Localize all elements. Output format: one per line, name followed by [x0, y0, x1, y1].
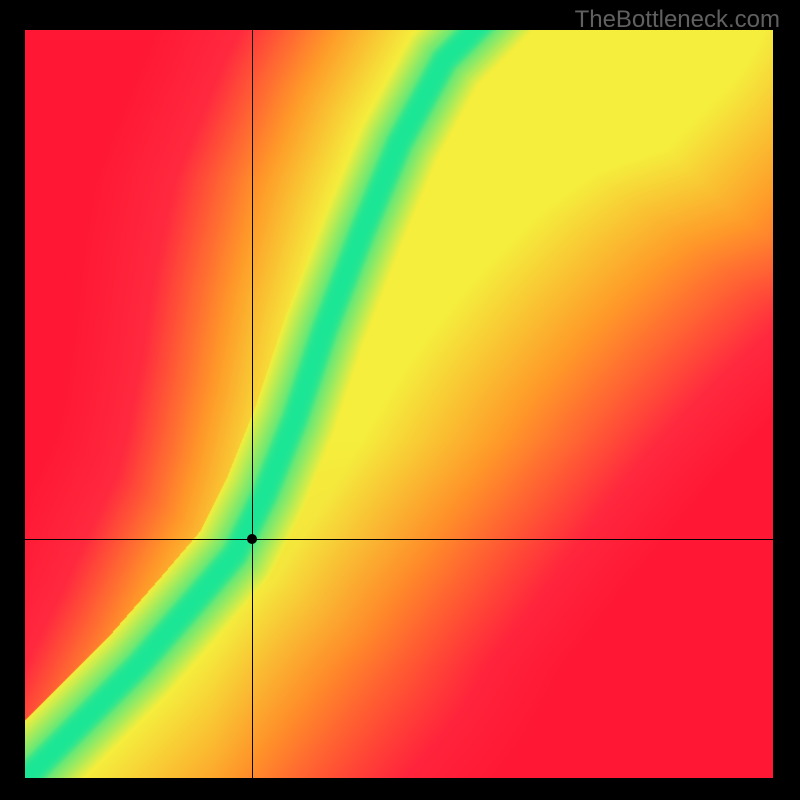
marker-dot — [247, 534, 257, 544]
heatmap-canvas — [25, 30, 773, 778]
crosshair-horizontal — [25, 539, 773, 540]
watermark-text: TheBottleneck.com — [575, 6, 780, 34]
plot-container — [25, 30, 773, 778]
crosshair-vertical — [252, 30, 253, 778]
heatmap-plot — [25, 30, 773, 778]
